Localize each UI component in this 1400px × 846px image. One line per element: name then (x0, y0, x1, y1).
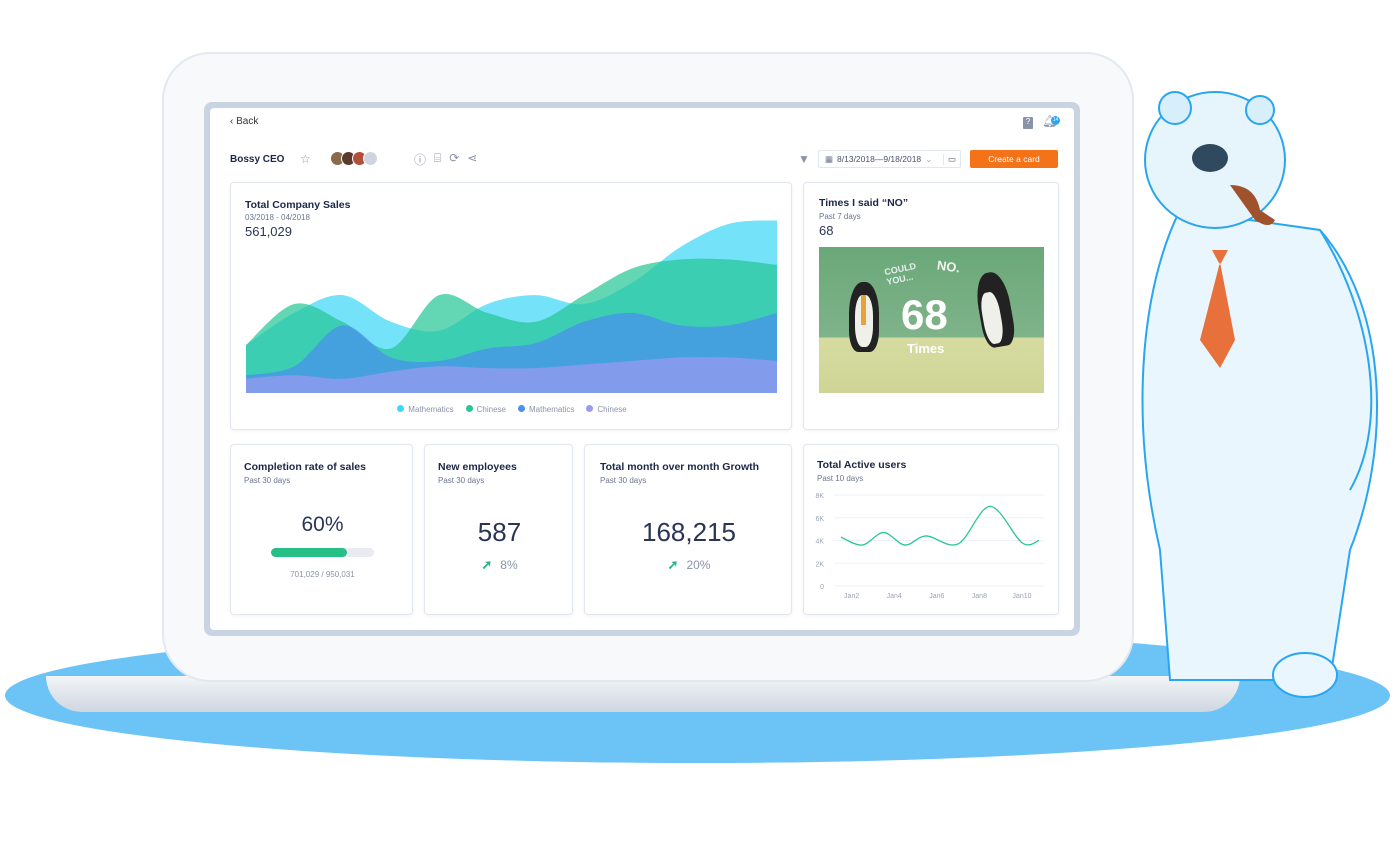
area-series-3 (246, 356, 777, 393)
progress-fill (271, 548, 348, 557)
card-value: 168,215 (642, 517, 736, 547)
card-period: Past 7 days (819, 212, 861, 221)
active-users-card: Total Active users Past 10 days 0 2K 4K 6K 8… (803, 444, 1059, 615)
legend-item[interactable]: Chinese (586, 405, 627, 414)
y-tick-label: 0 (820, 584, 824, 591)
more-members-icon (363, 151, 378, 166)
help-icon[interactable]: ? (1023, 117, 1033, 129)
save-icon[interactable]: ▭ (942, 153, 960, 165)
active-users-line (840, 505, 1040, 546)
legend-label: Mathematics (529, 405, 575, 414)
y-tick-label: 6K (815, 516, 824, 523)
star-icon[interactable]: ☆ (300, 152, 311, 166)
dashboard-screen: ‹ Back ? 🔔︎ 14 Bossy CEO ☆ ⓘ ⌸ ⟳ ⋖ ▼ ▦ 8… (210, 108, 1074, 630)
card-period: Past 10 days (817, 474, 864, 483)
x-tick-label: Jan2 (844, 593, 859, 600)
card-title: Total month over month Growth (600, 461, 760, 473)
legend-label: Mathematics (408, 405, 454, 414)
legend-dot (586, 405, 594, 412)
progress-detail: 701,029 / 950,031 (290, 570, 355, 579)
growth-card: Total month over month Growth Past 30 da… (584, 444, 792, 615)
legend-label: Chinese (597, 405, 627, 414)
card-change: 8% (500, 558, 518, 572)
y-tick-label: 4K (815, 539, 824, 546)
chevron-left-icon: ‹ (230, 116, 237, 127)
notification-badge: 14 (1051, 116, 1060, 125)
x-tick-label: Jan6 (929, 593, 944, 600)
legend-item[interactable]: Mathematics (397, 405, 454, 414)
legend-dot (397, 405, 405, 412)
chart-legend: Mathematics Chinese Mathematics Chinese (231, 405, 793, 414)
card-period: Past 30 days (438, 476, 485, 485)
card-value: 561,029 (245, 224, 292, 239)
legend-dot (465, 405, 473, 412)
back-link[interactable]: ‹ Back (230, 116, 259, 127)
y-tick-label: 8K (815, 493, 824, 500)
line-chart: 0 2K 4K 6K 8K Jan2 Jan4 Jan6 Jan8 Jan10 (815, 493, 1044, 600)
employees-card: New employees Past 30 days 587 ➚ 8% (424, 444, 573, 615)
x-tick-label: Jan4 (887, 593, 902, 600)
sales-card: Total Company Sales 03/2018 - 04/2018 56… (230, 182, 792, 430)
polar-bear-mascot (1141, 91, 1379, 698)
dashboard-title: Bossy CEO (230, 154, 285, 165)
x-tick-label: Jan10 (1012, 593, 1031, 600)
card-value: 60% (301, 513, 344, 536)
card-title: Completion rate of sales (244, 461, 366, 473)
y-tick-label: 2K (815, 561, 824, 568)
card-value: 68 (819, 223, 834, 238)
progress-bar (271, 548, 374, 557)
x-tick-label: Jan8 (972, 593, 987, 600)
trend-up-icon: ➚ (667, 557, 679, 572)
laptop-base (46, 676, 1240, 712)
present-icon[interactable]: ⌸ (434, 151, 442, 165)
member-avatars[interactable] (330, 151, 378, 166)
refresh-icon[interactable]: ⟳ (449, 151, 460, 165)
card-value: 587 (477, 517, 522, 547)
card-title: New employees (438, 461, 517, 473)
completion-card: Completion rate of sales Past 30 days 60… (230, 444, 413, 615)
share-icon[interactable]: ⋖ (467, 151, 478, 165)
legend-item[interactable]: Chinese (465, 405, 506, 414)
info-icon[interactable]: ⓘ (414, 153, 427, 167)
legend-label: Chinese (476, 405, 506, 414)
card-period: 03/2018 - 04/2018 (245, 213, 310, 222)
no-card: Times I said “NO” Past 7 days 68 COULD Y… (803, 182, 1059, 430)
calendar-icon: ▦ (825, 153, 834, 164)
card-change: 20% (686, 558, 711, 572)
penguin-image: COULD YOU... NO. 68 Times (819, 247, 1044, 393)
card-title: Total Active users (817, 459, 907, 471)
legend-item[interactable]: Mathematics (518, 405, 574, 414)
card-period: Past 30 days (600, 476, 647, 485)
area-chart (246, 220, 777, 393)
create-card-button[interactable]: Create a card (970, 150, 1058, 168)
card-title: Total Company Sales (245, 199, 351, 211)
filter-icon[interactable]: ▼ (798, 152, 810, 166)
legend-dot (518, 405, 525, 412)
trend-up-icon: ➚ (481, 557, 493, 572)
card-title: Times I said “NO” (819, 197, 909, 209)
date-range-picker[interactable]: ▦ 8/13/2018—9/18/2018 ⌄ ▭ (818, 150, 961, 168)
chevron-down-icon: ⌄ (925, 153, 933, 164)
card-period: Past 30 days (244, 476, 291, 485)
